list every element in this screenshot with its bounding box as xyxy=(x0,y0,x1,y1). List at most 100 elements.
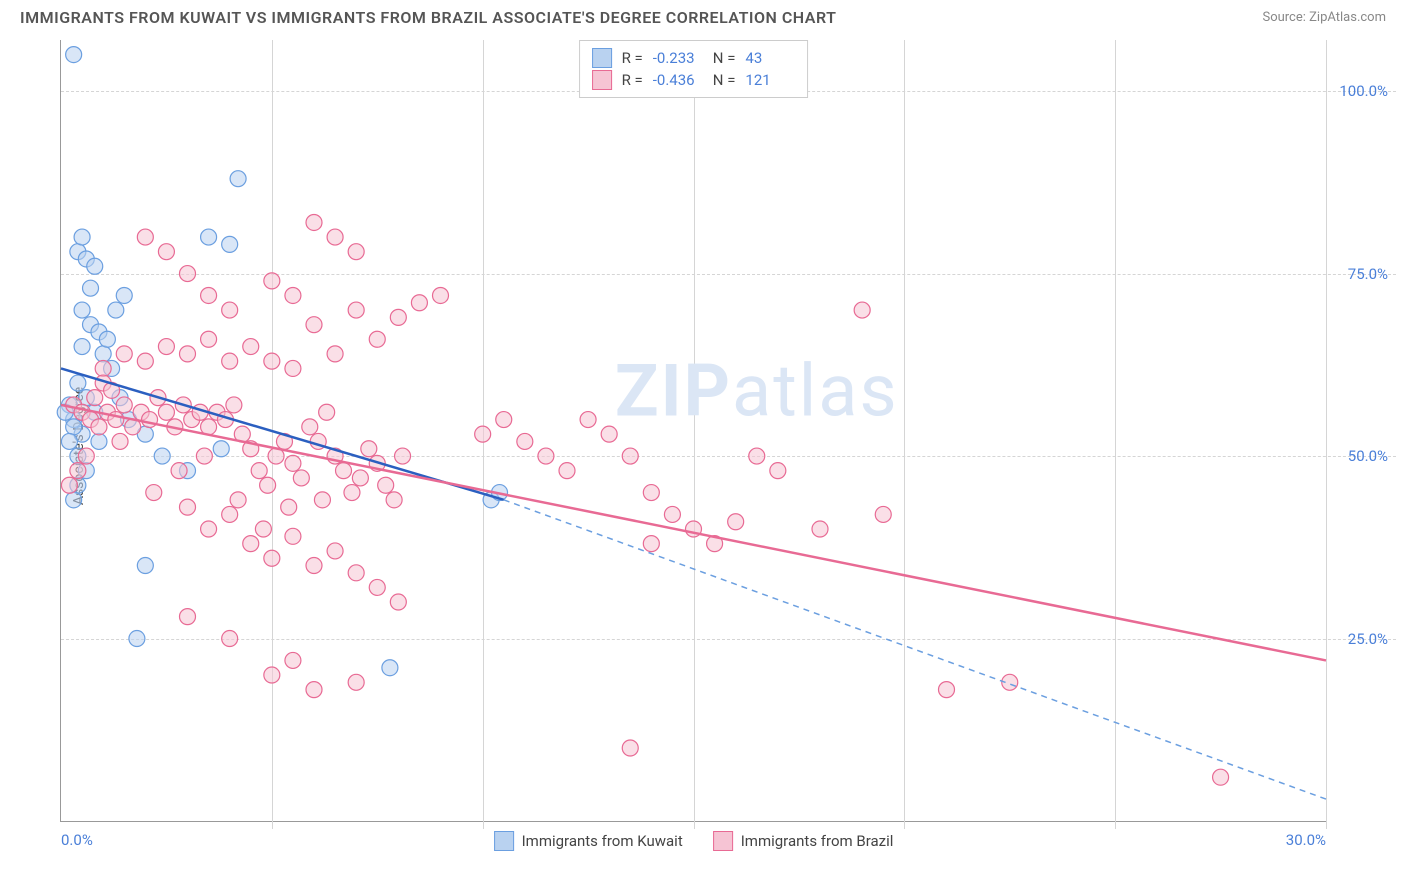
scatter-point-brazil xyxy=(180,266,196,282)
scatter-point-brazil xyxy=(306,214,322,230)
scatter-point-brazil xyxy=(251,463,267,479)
scatter-point-brazil xyxy=(390,594,406,610)
scatter-point-brazil xyxy=(517,433,533,449)
scatter-point-brazil xyxy=(319,404,335,420)
scatter-point-brazil xyxy=(285,360,301,376)
scatter-point-brazil xyxy=(352,470,368,486)
scatter-point-brazil xyxy=(643,485,659,501)
scatter-point-brazil xyxy=(137,229,153,245)
legend-swatch-icon xyxy=(494,831,514,851)
scatter-point-brazil xyxy=(559,463,575,479)
scatter-point-brazil xyxy=(369,331,385,347)
scatter-point-brazil xyxy=(411,295,427,311)
scatter-point-brazil xyxy=(180,499,196,515)
source-name: ZipAtlas.com xyxy=(1309,10,1386,25)
scatter-point-brazil xyxy=(264,273,280,289)
scatter-point-kuwait xyxy=(230,171,246,187)
scatter-point-brazil xyxy=(433,287,449,303)
x-tick-label: 30.0% xyxy=(1286,831,1326,849)
scatter-point-brazil xyxy=(112,433,128,449)
scatter-point-kuwait xyxy=(382,660,398,676)
scatter-point-kuwait xyxy=(201,229,217,245)
scatter-point-brazil xyxy=(222,506,238,522)
scatter-point-brazil xyxy=(395,448,411,464)
scatter-point-brazil xyxy=(201,331,217,347)
scatter-point-kuwait xyxy=(95,346,111,362)
scatter-point-kuwait xyxy=(137,558,153,574)
scatter-point-kuwait xyxy=(66,419,82,435)
legend-stats-row-kuwait: R =-0.233N =43 xyxy=(592,47,796,69)
scatter-point-brazil xyxy=(378,477,394,493)
legend-r-label: R = xyxy=(622,71,643,89)
scatter-point-brazil xyxy=(243,536,259,552)
legend-r-value: -0.436 xyxy=(653,71,703,89)
scatter-point-brazil xyxy=(1213,769,1229,785)
scatter-point-brazil xyxy=(285,287,301,303)
legend-swatch-icon xyxy=(713,831,733,851)
scatter-point-kuwait xyxy=(74,229,90,245)
scatter-point-brazil xyxy=(306,558,322,574)
scatter-point-brazil xyxy=(622,740,638,756)
scatter-point-brazil xyxy=(222,353,238,369)
scatter-point-brazil xyxy=(87,390,103,406)
scatter-point-brazil xyxy=(180,609,196,625)
scatter-point-brazil xyxy=(314,492,330,508)
gridline-v xyxy=(1326,40,1327,829)
scatter-point-brazil xyxy=(875,506,891,522)
legend-n-value: 43 xyxy=(745,49,795,67)
scatter-point-brazil xyxy=(601,426,617,442)
scatter-point-brazil xyxy=(939,682,955,698)
scatter-point-kuwait xyxy=(66,492,82,508)
scatter-point-brazil xyxy=(622,448,638,464)
legend-series-label: Immigrants from Kuwait xyxy=(522,832,683,850)
scatter-point-kuwait xyxy=(222,236,238,252)
trendline-brazil xyxy=(61,405,1326,660)
scatter-point-brazil xyxy=(854,302,870,318)
scatter-point-brazil xyxy=(116,397,132,413)
scatter-point-brazil xyxy=(306,317,322,333)
scatter-point-brazil xyxy=(285,455,301,471)
scatter-point-brazil xyxy=(95,360,111,376)
x-tick-label: 0.0% xyxy=(61,831,93,849)
scatter-point-kuwait xyxy=(154,448,170,464)
scatter-point-brazil xyxy=(255,521,271,537)
scatter-point-brazil xyxy=(344,485,360,501)
scatter-point-brazil xyxy=(158,339,174,355)
scatter-point-brazil xyxy=(327,229,343,245)
scatter-point-kuwait xyxy=(99,331,115,347)
scatter-point-kuwait xyxy=(83,280,99,296)
legend-swatch-icon xyxy=(592,48,612,68)
source-prefix: Source: xyxy=(1262,10,1309,25)
scatter-point-brazil xyxy=(475,426,491,442)
legend-stats-row-brazil: R =-0.436N =121 xyxy=(592,69,796,91)
scatter-point-brazil xyxy=(158,244,174,260)
scatter-point-brazil xyxy=(137,353,153,369)
scatter-point-brazil xyxy=(243,339,259,355)
scatter-point-kuwait xyxy=(91,433,107,449)
scatter-point-brazil xyxy=(348,674,364,690)
scatter-point-brazil xyxy=(260,477,276,493)
scatter-point-kuwait xyxy=(87,258,103,274)
scatter-point-brazil xyxy=(538,448,554,464)
scatter-point-kuwait xyxy=(70,375,86,391)
scatter-point-brazil xyxy=(348,565,364,581)
scatter-point-brazil xyxy=(180,346,196,362)
scatter-point-brazil xyxy=(230,492,246,508)
legend-n-value: 121 xyxy=(745,71,795,89)
scatter-point-brazil xyxy=(386,492,402,508)
y-tick-label: 75.0% xyxy=(1348,265,1388,283)
scatter-point-brazil xyxy=(327,346,343,362)
scatter-point-kuwait xyxy=(129,631,145,647)
scatter-point-brazil xyxy=(306,682,322,698)
scatter-point-brazil xyxy=(222,631,238,647)
scatter-point-brazil xyxy=(327,543,343,559)
legend-item-brazil: Immigrants from Brazil xyxy=(713,831,894,851)
scatter-point-brazil xyxy=(78,448,94,464)
legend-stats-box: R =-0.233N =43R =-0.436N =121 xyxy=(579,40,809,98)
y-tick-label: 25.0% xyxy=(1348,630,1388,648)
scatter-point-brazil xyxy=(171,463,187,479)
scatter-point-brazil xyxy=(361,441,377,457)
chart-container: Associate's Degree ZIPatlas R =-0.233N =… xyxy=(50,40,1396,852)
legend-r-value: -0.233 xyxy=(653,49,703,67)
scatter-point-brazil xyxy=(285,652,301,668)
